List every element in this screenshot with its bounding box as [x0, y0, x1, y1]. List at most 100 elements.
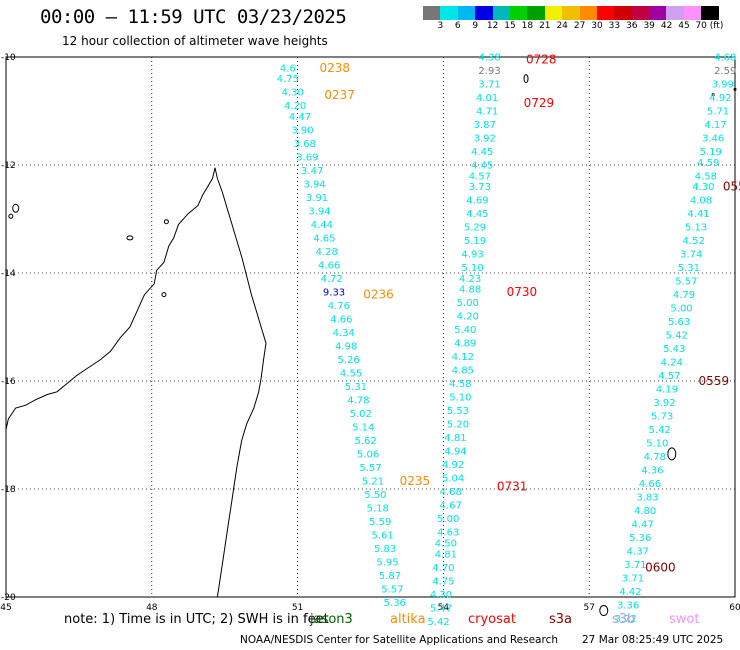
swh-value-altika: 4.72 — [320, 274, 342, 285]
swh-value-s3a: 4.36 — [641, 466, 663, 477]
scale-swatch — [475, 6, 493, 20]
swh-value-altika: 5.18 — [367, 503, 389, 514]
pass-label-altika: 0237 — [324, 88, 355, 102]
swh-value-s3a: 4.52 — [683, 236, 705, 247]
scale-label: 24 — [556, 21, 568, 31]
swh-value-cryosat: 3.71 — [478, 80, 500, 91]
map-subtitle: 12 hour collection of altimeter wave hei… — [62, 34, 328, 48]
pass-label-cryosat: 0730 — [507, 285, 538, 299]
lon-tick-label: 60 — [729, 603, 740, 613]
swh-value-cryosat: 4.94 — [444, 447, 466, 458]
scale-swatch — [701, 6, 719, 20]
swh-value-cryosat: 5.04 — [442, 474, 464, 485]
swh-value-altika: 4.6 — [280, 63, 296, 74]
swh-value-altika: 9.33 — [323, 287, 345, 298]
swh-value-s3a: 2.59 — [714, 66, 736, 77]
swh-value-cryosat: 3.92 — [474, 134, 496, 145]
mission-s3a: s3a — [549, 612, 573, 627]
swh-value-s3a: 5.42 — [666, 331, 688, 342]
scale-swatch — [544, 6, 563, 20]
swh-value-altika: 5.87 — [379, 571, 401, 582]
swh-value-altika: 3.69 — [296, 152, 318, 163]
scale-label: 45 — [678, 21, 690, 31]
swh-value-altika: 3.91 — [306, 193, 328, 204]
scale-swatch — [631, 6, 650, 20]
island — [163, 219, 169, 225]
swh-value-altika: 4.75 — [277, 74, 299, 85]
swh-value-cryosat: 4.81 — [444, 433, 466, 444]
island — [12, 203, 20, 213]
swh-value-s3a: 4.37 — [627, 547, 649, 558]
swh-value-s3a: 5.42 — [649, 425, 671, 436]
swh-value-s3a: 4.30 — [692, 182, 714, 193]
scale-swatch — [666, 6, 684, 20]
footnote: note: 1) Time is in UTC; 2) SWH is in fe… — [64, 612, 329, 627]
swh-value-cryosat: 5.00 — [437, 514, 459, 525]
swh-value-s3a: 4.24 — [661, 358, 683, 369]
swh-value-cryosat: 4.81 — [435, 549, 457, 560]
scale-label: 70 (ft) — [695, 21, 724, 31]
swh-value-cryosat: 4.58 — [449, 379, 471, 390]
swh-value-altika: 5.21 — [362, 476, 384, 487]
lon-tick-label: 57 — [583, 603, 594, 613]
wave-height-color-scale — [423, 6, 719, 20]
swh-value-altika: 3.94 — [303, 179, 325, 190]
swh-value-s3a: 5.13 — [685, 223, 707, 234]
lat-tick-label: -18 — [1, 485, 16, 495]
swh-value-cryosat: 4.89 — [454, 339, 476, 350]
swh-value-s3a: 4.92 — [709, 93, 731, 104]
swh-value-altika: 5.57 — [381, 584, 403, 595]
swh-value-cryosat: 4.92 — [442, 460, 464, 471]
island — [161, 292, 167, 298]
island — [8, 213, 14, 219]
pass-label-s3a: 0600 — [645, 560, 676, 574]
swh-value-s3a: 3.92 — [653, 398, 675, 409]
swh-value-cryosat: 5.10 — [461, 263, 483, 274]
swh-value-s3a: 4.79 — [673, 290, 695, 301]
pass-label-cryosat: 0731 — [497, 479, 528, 493]
scale-label: 42 — [660, 21, 673, 31]
mission-jason3: jason3 — [310, 612, 353, 627]
swh-value-altika: 5.59 — [369, 517, 391, 528]
swh-value-cryosat: 5.19 — [464, 236, 486, 247]
swh-value-altika: 5.57 — [359, 463, 381, 474]
scale-label: 27 — [573, 21, 586, 31]
swh-value-altika: 4.65 — [313, 233, 335, 244]
swh-value-cryosat: 5.29 — [464, 223, 486, 234]
swh-value-s3a: 3.74 — [680, 250, 702, 261]
swh-value-cryosat: 4.45 — [466, 209, 488, 220]
swh-value-cryosat: 5.42 — [427, 617, 449, 628]
scale-label: 15 — [504, 21, 516, 31]
lat-tick-label: -10 — [1, 53, 16, 63]
swh-value-s3a: 5.63 — [668, 317, 690, 328]
island — [126, 235, 134, 241]
credit-line: NOAA/NESDIS Center for Satellite Applica… — [240, 634, 558, 646]
mission-s3b: s3b — [612, 612, 636, 627]
swh-value-altika: 5.95 — [376, 557, 398, 568]
swh-value-altika: 3.90 — [291, 125, 313, 136]
island — [599, 605, 609, 616]
swh-value-altika: 5.06 — [357, 449, 379, 460]
scale-label: 36 — [626, 21, 638, 31]
swh-value-cryosat: 5.53 — [447, 406, 469, 417]
pass-label-altika: 0235 — [400, 474, 431, 488]
swh-value-cryosat: 4.63 — [437, 528, 459, 539]
scale-swatch — [457, 6, 476, 20]
mission-cryosat: cryosat — [468, 612, 516, 627]
swh-value-s3a: 3.99 — [712, 80, 734, 91]
swh-value-cryosat: 5.10 — [449, 393, 471, 404]
swh-value-s3a: 4.41 — [687, 209, 709, 220]
lat-tick-label: -20 — [1, 593, 16, 603]
lat-tick-label: -12 — [1, 161, 16, 171]
swh-value-s3a: 3.36 — [617, 601, 639, 612]
scale-swatch — [509, 6, 528, 20]
swh-value-altika: 4.47 — [289, 112, 311, 123]
swh-value-cryosat: 4.71 — [476, 107, 498, 118]
swh-value-s3a: 3.46 — [702, 134, 724, 145]
scale-label: 33 — [608, 21, 621, 31]
scale-label: 39 — [643, 21, 655, 31]
swh-value-s3a: 4.17 — [704, 120, 726, 131]
island — [711, 93, 715, 97]
swh-value-cryosat: 4.45 — [471, 161, 493, 172]
island — [733, 87, 737, 91]
